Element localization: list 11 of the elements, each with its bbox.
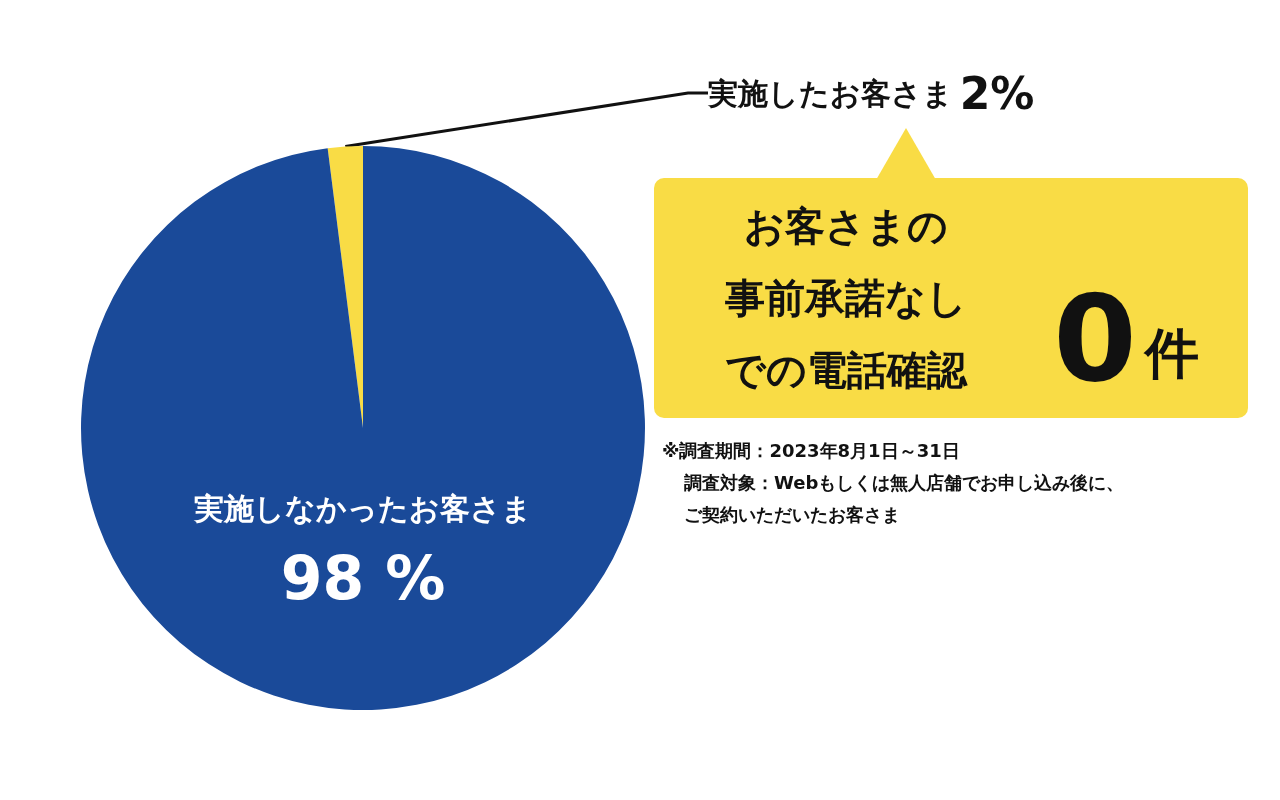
slice-label: 実施したお客さま bbox=[707, 75, 953, 111]
text: ご契約いただいたお客さま bbox=[684, 503, 900, 525]
text: 0件 bbox=[1053, 268, 1199, 408]
text: 事前承諾なし bbox=[724, 275, 967, 321]
text: での電話確認 bbox=[725, 347, 968, 393]
slice-label: 実施しなかったお客さま bbox=[193, 490, 532, 526]
text: ※調査期間：2023年8月1日～31日 bbox=[662, 439, 960, 461]
text: お客さまの bbox=[744, 203, 948, 249]
data-label: 98 % bbox=[280, 543, 446, 613]
data-label: 2% bbox=[959, 67, 1035, 119]
text: 調査対象：Webもしくは無人店舗でお申し込み後に、 bbox=[684, 471, 1125, 493]
